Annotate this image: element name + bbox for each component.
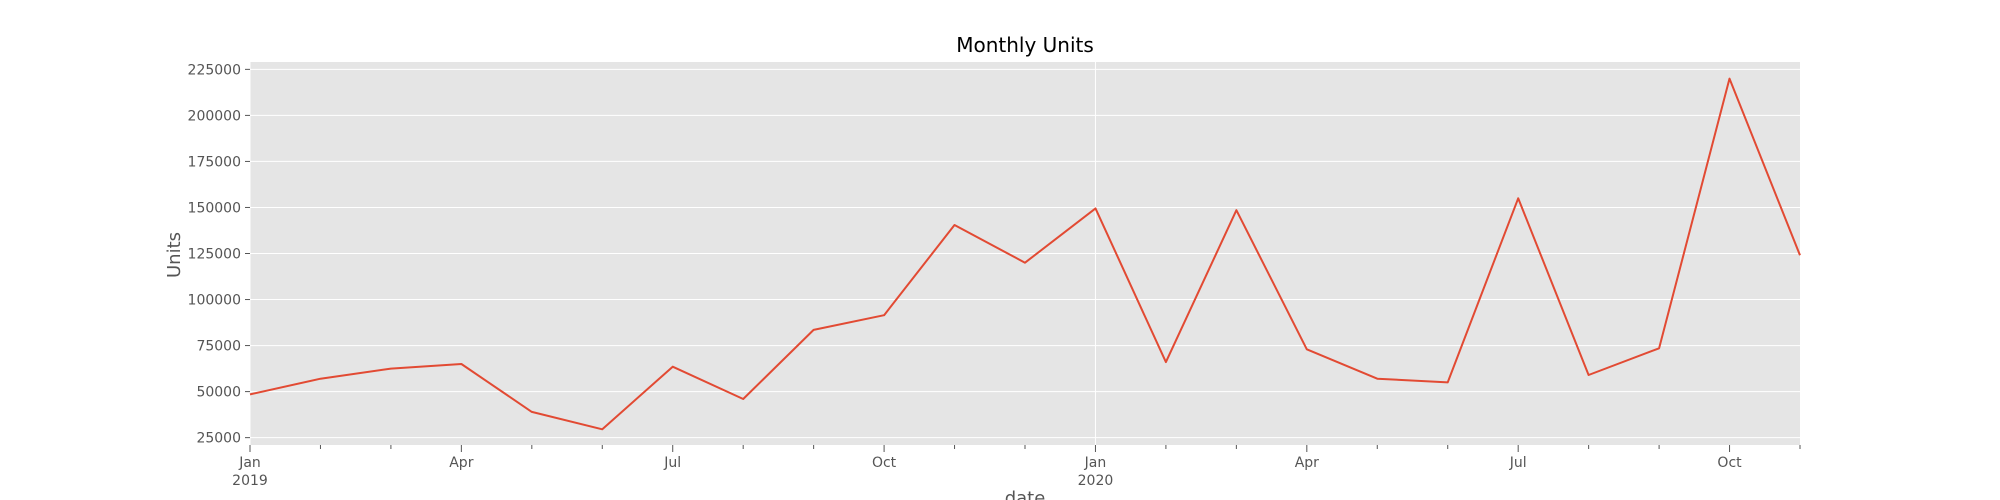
series-line — [249, 77, 1801, 431]
y-tick-label: 150000 — [188, 200, 241, 216]
y-tick-label: 50000 — [196, 385, 241, 401]
x-tick-label: Oct — [1717, 455, 1742, 471]
x-tick-label: Oct — [872, 455, 897, 471]
x-tick-year-label: 2019 — [232, 473, 268, 489]
y-tick-label: 200000 — [188, 108, 241, 124]
series-lines — [249, 77, 1801, 431]
y-tick-label: 175000 — [188, 154, 241, 170]
x-tick-label: Jul — [1509, 455, 1527, 471]
axis-ticks: 25000 50000 75000 100000 125000 150000 175000 2… — [188, 62, 1801, 489]
y-tick-label: 25000 — [196, 431, 241, 447]
y-tick-label: 75000 — [196, 339, 241, 355]
chart-title: Monthly Units — [956, 33, 1094, 57]
y-tick-label: 125000 — [188, 247, 241, 263]
y-axis-label: Units — [164, 232, 185, 278]
x-tick-label: Jan — [238, 455, 261, 471]
x-tick-label: Jul — [663, 455, 681, 471]
x-tick-label: Apr — [1295, 455, 1319, 471]
x-tick-label: Apr — [449, 455, 473, 471]
x-axis-label: date — [1005, 488, 1046, 500]
y-tick-label: 100000 — [188, 293, 241, 309]
x-tick-label: Jan — [1084, 455, 1107, 471]
x-tick-year-label: 2020 — [1078, 473, 1114, 489]
y-tick-label: 225000 — [188, 62, 241, 78]
